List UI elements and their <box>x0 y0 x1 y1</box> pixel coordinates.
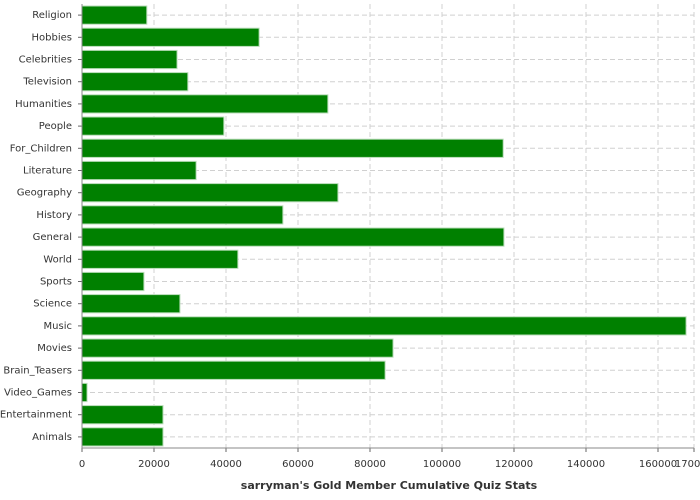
y-tick-label: Humanities <box>15 99 72 110</box>
y-tick-label: For_Children <box>10 143 72 154</box>
x-tick-label: 120000 <box>495 459 533 470</box>
y-tick-label: General <box>33 232 72 243</box>
bar <box>81 160 197 181</box>
y-tick-label: Celebrities <box>19 55 72 66</box>
y-tick-label: People <box>39 121 72 132</box>
y-tick-label: Brain_Teasers <box>3 365 72 376</box>
x-tick-label: 170000 <box>675 459 700 470</box>
y-tick-label: Video_Games <box>4 388 72 399</box>
x-tick-label: 20000 <box>138 459 170 470</box>
bar <box>81 249 239 269</box>
y-tick-label: World <box>43 254 72 265</box>
bar <box>81 138 504 158</box>
bar <box>81 316 687 336</box>
x-tick-label: 40000 <box>210 459 242 470</box>
bar <box>81 382 88 403</box>
bar <box>81 360 386 380</box>
y-tick-label: Sports <box>40 277 72 288</box>
y-tick-label: Literature <box>23 166 72 177</box>
bar <box>81 49 178 70</box>
x-tick-label: 60000 <box>282 459 314 470</box>
y-tick-label: Television <box>22 77 72 88</box>
x-tick-label: 100000 <box>423 459 461 470</box>
y-tick-label: Geography <box>17 188 72 199</box>
plot-area <box>82 4 694 448</box>
bar <box>81 205 284 225</box>
y-tick-label: Hobbies <box>32 32 72 43</box>
x-tick-label: 0 <box>79 459 85 470</box>
y-tick-label: Entertainment <box>0 410 72 421</box>
x-tick-label: 140000 <box>567 459 605 470</box>
bar <box>81 5 148 25</box>
x-tick-label: 160000 <box>639 459 677 470</box>
bar <box>81 27 260 47</box>
bar <box>81 294 181 314</box>
y-tick-label: Animals <box>32 432 72 443</box>
bar <box>81 271 145 292</box>
y-tick-label: Movies <box>37 343 72 354</box>
bar <box>81 116 225 136</box>
x-tick-label: 80000 <box>354 459 386 470</box>
y-tick-label: History <box>36 210 72 221</box>
y-tick-label: Music <box>44 321 72 332</box>
bar <box>81 427 164 447</box>
bar <box>81 183 339 203</box>
bar <box>81 227 505 247</box>
y-tick-label: Religion <box>32 10 72 21</box>
bar <box>81 72 189 92</box>
bar <box>81 94 329 114</box>
chart-title: sarryman's Gold Member Cumulative Quiz S… <box>241 479 538 492</box>
bar <box>81 338 394 358</box>
y-tick-label: Science <box>33 299 72 310</box>
bar <box>81 405 164 425</box>
